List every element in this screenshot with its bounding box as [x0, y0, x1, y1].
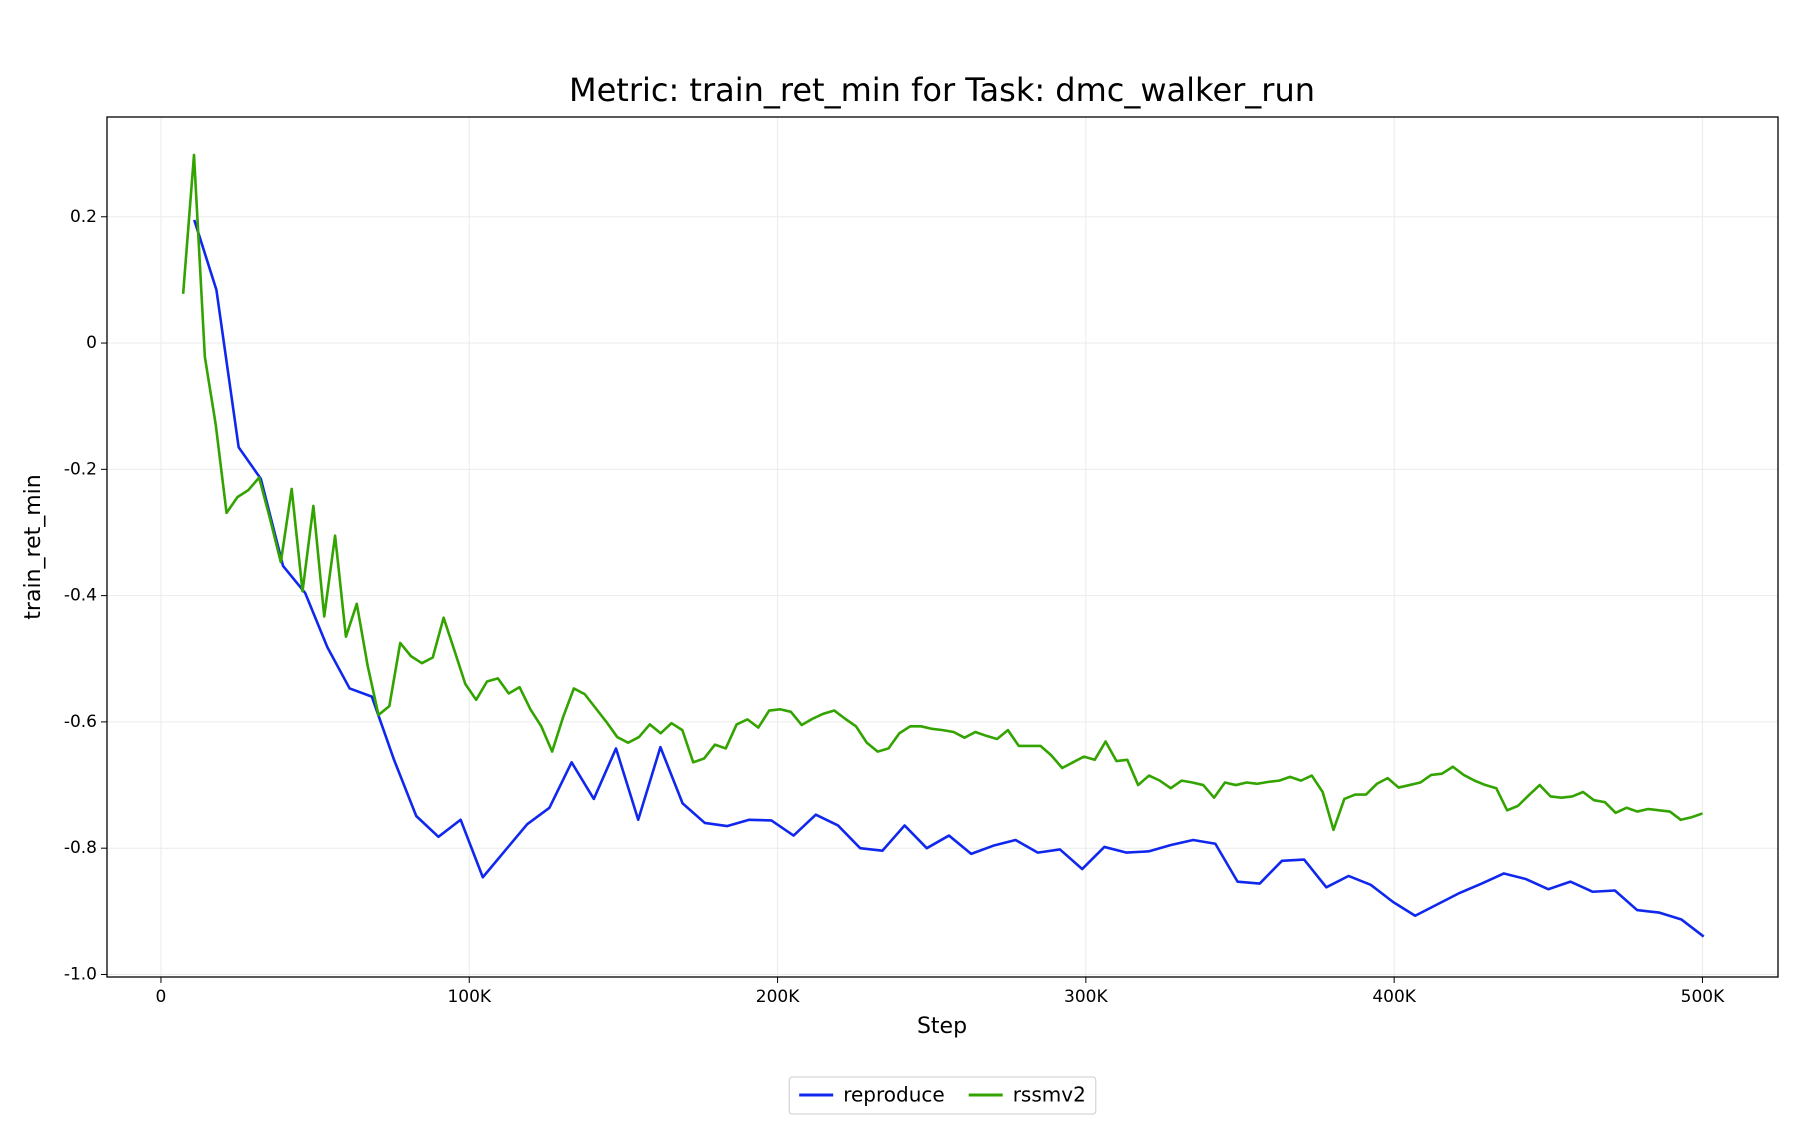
plot-frame — [106, 116, 1779, 978]
legend: reproduce rssmv2 — [788, 1076, 1097, 1115]
y-tick-label: -0.8 — [64, 838, 97, 858]
chart-title: Metric: train_ret_min for Task: dmc_walk… — [569, 71, 1315, 109]
legend-label: rssmv2 — [1013, 1083, 1086, 1107]
y-tick-label: -0.6 — [64, 712, 97, 732]
legend-label: reproduce — [843, 1083, 944, 1107]
y-tick-label: -0.4 — [64, 586, 97, 606]
y-tick-label: 0.2 — [70, 207, 97, 227]
x-axis-label: Step — [917, 1014, 967, 1039]
y-axis-label: train_ret_min — [21, 474, 46, 619]
x-tick-label: 200K — [756, 987, 800, 1007]
y-tick-label: -0.2 — [64, 459, 97, 479]
x-tick-label: 300K — [1064, 987, 1108, 1007]
y-tick-label: -1.0 — [64, 964, 97, 984]
series-line — [193, 219, 1705, 938]
legend-box — [788, 1076, 1097, 1115]
x-tick-label: 500K — [1681, 987, 1725, 1007]
x-tick-label: 400K — [1372, 987, 1416, 1007]
x-tick-label: 100K — [447, 987, 491, 1007]
x-tick-label: 0 — [156, 987, 167, 1007]
y-tick-label: 0 — [86, 333, 97, 353]
series-line — [181, 153, 1703, 832]
